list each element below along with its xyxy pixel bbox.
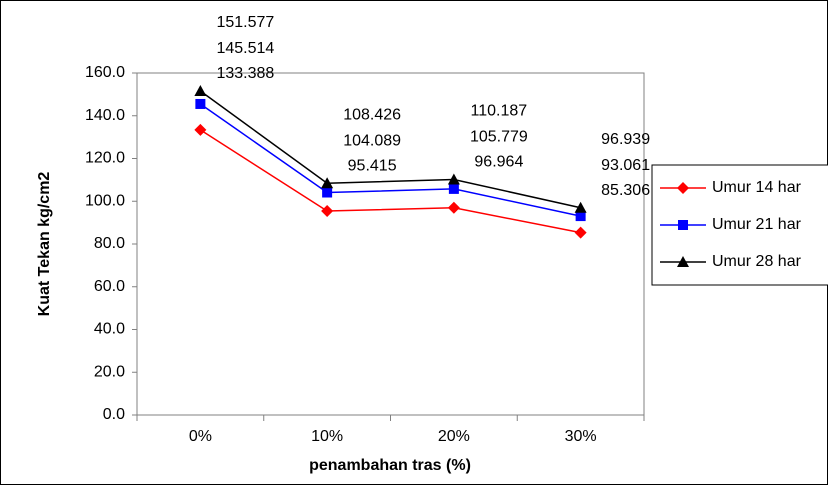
data-point [321,205,334,218]
data-label: 96.964 [474,154,523,171]
data-point [574,226,587,239]
legend-label: Umur 21 har [712,216,802,233]
data-label: 85.306 [601,182,650,199]
x-tick-label: 0% [189,428,212,445]
y-tick-label: 60.0 [94,278,125,295]
data-point [194,123,207,136]
y-tick-label: 120.0 [85,150,125,167]
y-tick-label: 140.0 [85,107,125,124]
data-point [574,201,587,213]
data-point [448,183,459,194]
x-tick-label: 30% [565,428,597,445]
legend-label: Umur 28 har [712,253,802,270]
legend-marker [677,256,689,267]
data-point [194,85,207,97]
data-point [321,177,334,189]
series-line [199,90,581,209]
y-axis-title: Kuat Tekan kg/cm2 [36,172,53,317]
data-label: 145.514 [216,40,274,57]
y-tick-label: 80.0 [94,235,125,252]
legend-marker [678,220,688,230]
series-line [199,129,581,234]
data-label: 96.939 [601,131,650,148]
data-point [195,98,206,109]
data-point [447,201,460,214]
y-tick-label: 0.0 [103,406,125,423]
data-label: 105.779 [470,129,528,146]
legend-label: Umur 14 har [712,179,802,196]
data-label: 110.187 [471,103,528,120]
data-point [322,187,333,198]
y-tick-label: 160.0 [85,64,125,81]
y-tick-label: 40.0 [94,321,125,338]
x-tick-label: 10% [311,428,343,445]
legend-marker [677,182,689,194]
data-label: 133.388 [216,65,274,82]
series-line [199,103,581,217]
y-tick-label: 20.0 [94,363,125,380]
data-label: 108.426 [343,106,401,123]
data-label: 104.089 [343,132,401,149]
y-tick-label: 100.0 [85,192,125,209]
data-point [575,211,586,222]
data-label: 93.061 [601,157,650,174]
data-label: 95.415 [348,157,397,174]
x-axis-title: penambahan tras (%) [309,457,471,474]
x-tick-label: 20% [438,428,470,445]
data-label: 151.577 [216,14,274,31]
data-point [447,173,460,185]
plot-area [136,72,645,416]
